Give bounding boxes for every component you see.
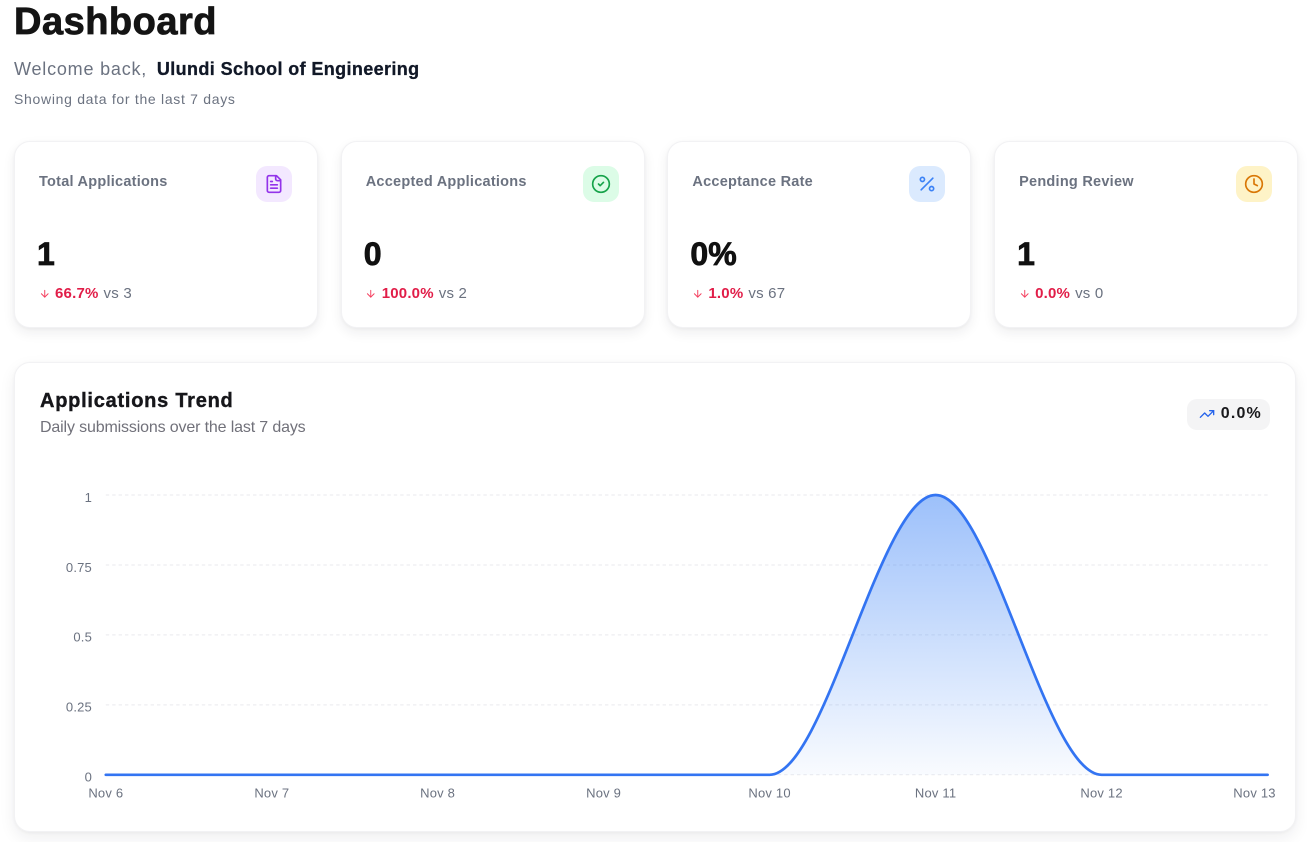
svg-text:Nov 7: Nov 7	[254, 786, 289, 801]
svg-text:Nov 10: Nov 10	[748, 786, 790, 801]
svg-text:Nov 11: Nov 11	[915, 786, 956, 801]
svg-text:Nov 13: Nov 13	[1233, 786, 1275, 801]
svg-text:0: 0	[85, 770, 92, 785]
svg-text:Nov 12: Nov 12	[1080, 786, 1122, 801]
svg-text:1: 1	[85, 490, 92, 505]
svg-text:Nov 9: Nov 9	[586, 786, 621, 801]
svg-text:Nov 6: Nov 6	[88, 786, 123, 801]
svg-text:0.5: 0.5	[73, 630, 92, 645]
svg-text:Nov 8: Nov 8	[420, 786, 455, 801]
svg-text:0.75: 0.75	[66, 560, 92, 575]
svg-text:0.25: 0.25	[66, 700, 92, 715]
